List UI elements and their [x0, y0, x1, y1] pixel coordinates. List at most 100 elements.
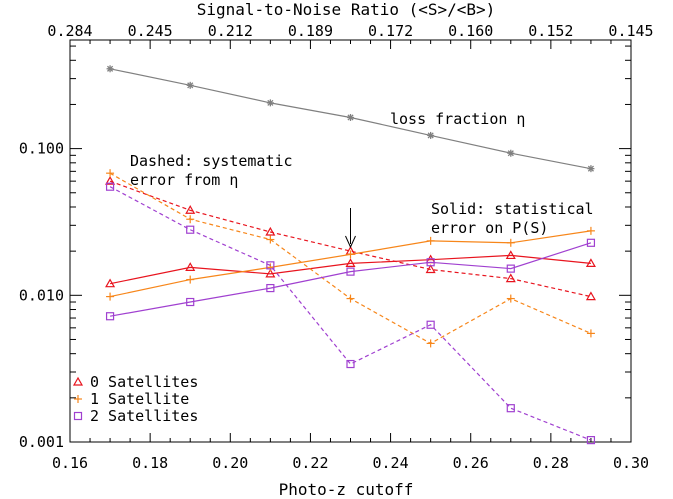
series-point-0-0 — [106, 65, 114, 73]
x-tick-label: 0.20 — [212, 454, 248, 472]
x2-tick-label: 0.152 — [528, 22, 573, 40]
series-point-4-3 — [346, 294, 355, 303]
triangle-marker — [72, 376, 84, 386]
series-point-3-6 — [586, 226, 595, 235]
series-point-2-1 — [185, 205, 196, 214]
series-line-5-solid — [109, 242, 592, 317]
x2-tick-label: 0.160 — [448, 22, 493, 40]
x2-tick-label: 0.212 — [208, 22, 253, 40]
asterisk-d2 — [587, 165, 594, 172]
annotation-solid-line2: error on P(S) — [431, 219, 548, 237]
square-marker — [426, 320, 435, 329]
asterisk-d2 — [187, 82, 194, 89]
series-point-1-3 — [345, 258, 356, 268]
series-point-3-3 — [346, 250, 355, 259]
annotation-solid-line1: Solid: statistical — [431, 200, 594, 218]
square-marker — [105, 312, 115, 321]
series-point-2-0 — [105, 175, 116, 185]
legend-marker-0 — [72, 376, 84, 386]
series-point-2-2 — [265, 226, 276, 236]
series-point-6-4 — [426, 320, 435, 329]
series-point-0-3 — [347, 113, 354, 121]
series-line-2-dashed — [109, 180, 592, 298]
triangle-marker — [105, 278, 116, 288]
series-point-3-2 — [266, 263, 275, 272]
series-point-5-4 — [426, 258, 435, 267]
arrow-head — [345, 235, 356, 249]
x2-tick-label: 0.189 — [288, 22, 333, 40]
series-point-4-2 — [266, 235, 275, 244]
annotation-loss-fraction: loss fraction η — [390, 110, 525, 128]
annotation-dashed-line1: Dashed: systematic — [130, 152, 293, 170]
series-point-6-6 — [586, 436, 596, 445]
series-point-6-3 — [346, 359, 355, 369]
x2-axis-title: Signal-to-Noise Ratio (<S>/<B>) — [197, 0, 496, 19]
series-point-5-3 — [346, 267, 355, 276]
series-point-2-6 — [585, 291, 596, 301]
triangle-marker — [265, 226, 276, 236]
square-marker — [346, 267, 355, 276]
series-point-5-0 — [105, 312, 115, 321]
legend-marker-2 — [73, 411, 83, 421]
series-point-0-5 — [507, 149, 515, 157]
square-marker — [266, 261, 275, 270]
square-marker — [266, 283, 275, 293]
triangle-marker — [585, 258, 596, 268]
asterisk-d2 — [427, 132, 434, 139]
series-point-2-4 — [425, 264, 436, 274]
x-tick-label: 0.28 — [533, 454, 569, 472]
legend-label-0-satellites: 0 Satellites — [90, 373, 198, 391]
series-point-3-5 — [506, 238, 515, 247]
legend-marker-1 — [74, 395, 82, 403]
series-point-1-2 — [265, 268, 276, 278]
y-tick-label: 0.010 — [19, 286, 64, 304]
series-point-4-5 — [506, 294, 515, 303]
square-marker — [506, 264, 515, 273]
series-point-5-5 — [506, 264, 515, 273]
series-point-6-2 — [266, 261, 275, 270]
series-point-1-1 — [185, 262, 196, 271]
series-point-5-2 — [266, 283, 275, 293]
x-tick-label: 0.18 — [132, 454, 168, 472]
triangle-marker — [265, 268, 276, 278]
series-point-5-1 — [186, 297, 195, 307]
asterisk-d2 — [267, 99, 274, 106]
series-point-1-6 — [585, 258, 596, 268]
x-tick-label: 0.24 — [373, 454, 409, 472]
series-point-0-4 — [427, 131, 435, 139]
series-point-0-1 — [186, 81, 194, 89]
square-marker — [186, 297, 195, 307]
x-tick-label: 0.26 — [453, 454, 489, 472]
legend-label-2-satellites: 2 Satellites — [90, 407, 198, 425]
series-point-0-2 — [266, 99, 274, 107]
series-point-4-4 — [426, 339, 435, 348]
triangle-marker — [585, 291, 596, 301]
annotation-dashed-line2: error from η — [130, 171, 238, 189]
triangle-marker — [185, 205, 196, 214]
series-point-1-0 — [105, 278, 116, 288]
y-tick-label: 0.001 — [19, 433, 64, 451]
asterisk-d2 — [107, 65, 114, 72]
triangle-marker — [425, 264, 436, 274]
x2-tick-label: 0.172 — [368, 22, 413, 40]
square-marker — [105, 182, 115, 191]
series-point-4-1 — [186, 215, 195, 224]
series-point-2-5 — [505, 273, 516, 283]
x2-tick-label: 0.245 — [128, 22, 173, 40]
series-line-1-solid — [109, 254, 591, 285]
square-marker — [73, 411, 83, 421]
square-marker — [586, 238, 596, 247]
series-point-4-6 — [586, 329, 595, 338]
x-tick-label: 0.22 — [292, 454, 328, 472]
legend-label-1-satellite: 1 Satellite — [90, 390, 189, 408]
square-marker — [186, 225, 195, 234]
series-point-0-6 — [587, 165, 595, 173]
triangle-marker — [105, 175, 116, 185]
x-tick-label: 0.30 — [613, 454, 649, 472]
asterisk-d2 — [347, 114, 354, 121]
square-marker — [426, 258, 435, 267]
series-point-5-6 — [586, 238, 596, 247]
series-point-3-0 — [106, 292, 115, 301]
series-point-1-5 — [505, 250, 516, 260]
